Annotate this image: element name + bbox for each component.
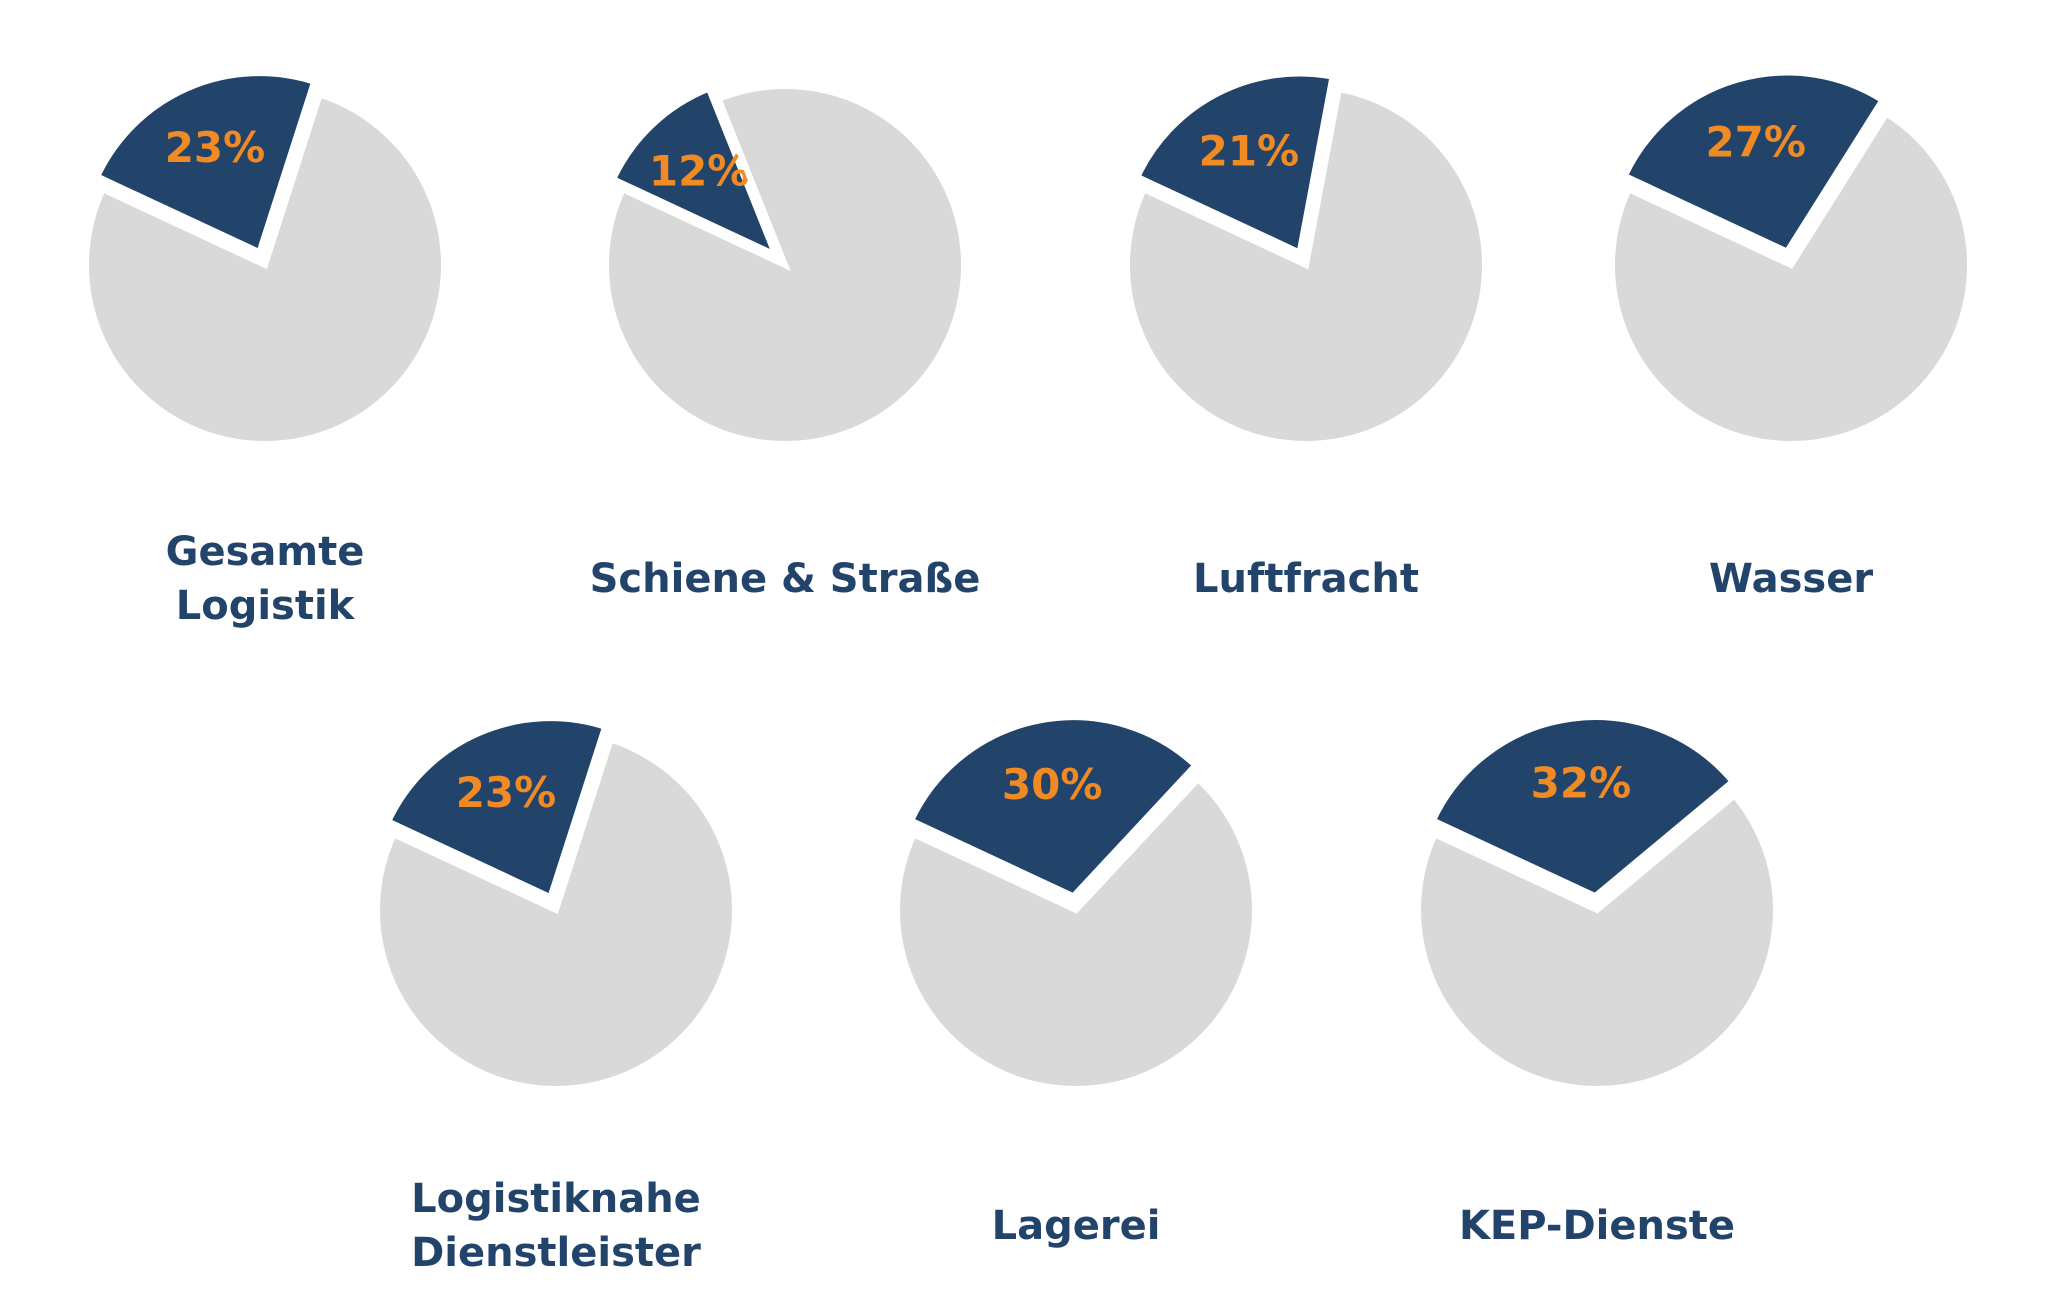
pie-slice (374, 735, 738, 1092)
value-label: 27% (1705, 118, 1806, 167)
pie-title: Lagerei (992, 1203, 1161, 1249)
value-label: 30% (1002, 760, 1103, 809)
pie-slice (609, 84, 781, 261)
value-label: 21% (1199, 126, 1300, 175)
pie-title: Logistiknahe (411, 1176, 701, 1222)
pie-title: KEP-Dienste (1459, 1203, 1735, 1249)
pie-title: Schiene & Straße (590, 556, 981, 602)
pie-title: Luftfracht (1193, 556, 1419, 602)
pie-title: Wasser (1709, 556, 1873, 602)
pie-title: Dienstleister (411, 1230, 701, 1276)
pie-title: Gesamte (166, 529, 365, 575)
pie-slice (93, 70, 318, 257)
pie-slice (1608, 109, 1973, 447)
pie-slice (1620, 69, 1887, 256)
value-label: 12% (649, 147, 750, 196)
value-label: 23% (456, 768, 557, 817)
pie-slice (603, 83, 967, 447)
pie-slice (907, 714, 1200, 900)
pie-slice (1124, 85, 1488, 447)
pie-slice (83, 90, 447, 447)
pie-slice (1428, 714, 1737, 900)
value-label: 23% (165, 123, 266, 172)
pie-slice (384, 715, 609, 902)
value-label: 32% (1531, 759, 1632, 808)
pie-slice (1133, 70, 1337, 257)
pie-title: Logistik (176, 583, 356, 629)
pie-slice (894, 774, 1258, 1092)
pie-slice (1415, 791, 1779, 1092)
